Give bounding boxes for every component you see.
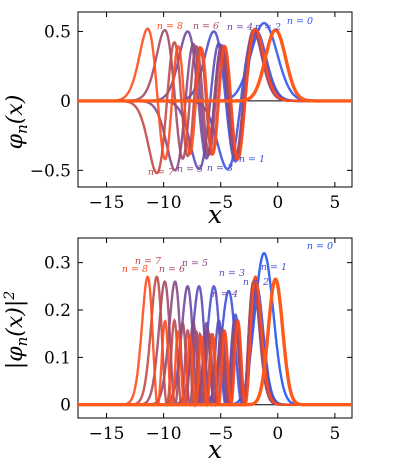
series-label-n1: n = 1 [239, 154, 265, 165]
x-tick-label: −5 [208, 193, 233, 213]
x-tick-label: −10 [146, 424, 182, 444]
y-tick-label: −0.5 [30, 161, 71, 181]
series-label-n8: n = 8 [157, 21, 183, 32]
series-label-n2: n = 2 [255, 22, 281, 33]
y-tick-label: 0.1 [44, 348, 71, 368]
x-tick-label: 0 [272, 193, 283, 213]
series-label-n0: n = 0 [287, 16, 313, 27]
curves [78, 252, 352, 408]
y-tick-label: 0 [60, 92, 71, 112]
bottom-plot-frame [77, 237, 353, 419]
series-label-n7: n = 7 [148, 167, 175, 178]
series-label-n7: n = 7 [135, 256, 162, 267]
series-label-n6: n = 6 [159, 264, 185, 275]
y-tick-label: 0.3 [44, 254, 71, 274]
bottom-xlabel: x [208, 435, 222, 464]
series-label-n4: n = 4 [212, 289, 238, 300]
x-tick-label: −15 [89, 193, 125, 213]
x-tick-label: 5 [329, 424, 340, 444]
y-tick-label: 0.2 [44, 301, 71, 321]
bottom-panel: |φn(x)|2 x −15 −10 −5 0 5 0 0.1 0.2 0.3 n = 0 n = … [2, 237, 353, 464]
series-label-n3: n = 3 [219, 268, 245, 279]
y-tick-label: 0 [60, 396, 71, 416]
x-tick-label: −15 [89, 424, 125, 444]
series-label-n8: n = 8 [122, 264, 148, 275]
y-tick-label: 0.5 [44, 22, 71, 42]
series-label-n5: n = 5 [182, 258, 208, 269]
series-label-n5: n = 5 [177, 164, 203, 175]
x-tick-label: −10 [146, 193, 182, 213]
final-curve [78, 28, 352, 103]
curves [78, 21, 352, 175]
series-label-n1: n = 1 [261, 262, 287, 273]
top-ylabel: φn(x) [3, 95, 31, 150]
series-label-n0: n = 0 [307, 241, 333, 252]
x-tick-label: 0 [272, 424, 283, 444]
series-label-n4: n = 4 [227, 22, 253, 33]
top-panel: φn(x) x −15 −10 −5 0 5 0.5 0 −0.5 n = 0 n = 1 n = … [3, 11, 353, 229]
final-curve [78, 277, 352, 407]
x-tick-label: 5 [329, 193, 340, 213]
top-xlabel: x [208, 200, 222, 229]
series-label-n6: n = 6 [193, 21, 219, 32]
bottom-ylabel: |φn(x)|2 [2, 291, 31, 370]
series-label-n3: n = 3 [207, 163, 233, 174]
series-label-n2: n = 2 [243, 277, 269, 288]
x-tick-label: −5 [208, 424, 233, 444]
